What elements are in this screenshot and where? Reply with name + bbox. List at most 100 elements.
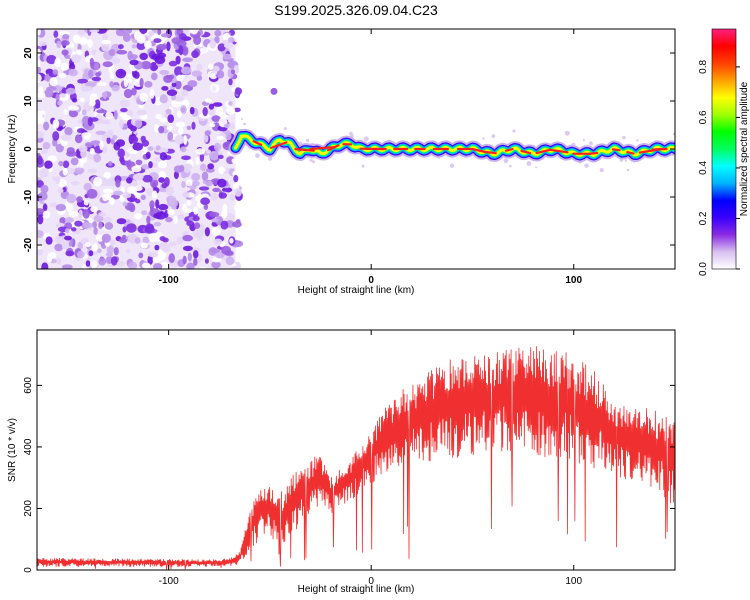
noise-blob	[94, 99, 101, 109]
noise-blob	[76, 250, 85, 259]
noise-blob	[83, 68, 90, 76]
faint-speck	[512, 129, 516, 133]
noise-blob	[214, 36, 220, 44]
noise-blob	[186, 179, 193, 187]
noise-blob	[160, 33, 171, 38]
colorbar-label: Normalized spectral amplitude	[739, 81, 750, 216]
noise-blob	[37, 208, 45, 215]
noise-blob	[126, 177, 133, 184]
noise-blob	[234, 87, 243, 95]
noise-blob	[76, 49, 83, 56]
noise-blob	[140, 60, 152, 70]
noise-blob	[204, 227, 210, 237]
noise-blob	[144, 224, 155, 234]
noise-blob	[134, 213, 142, 220]
noise-blob	[217, 178, 227, 188]
noise-blob	[228, 122, 236, 130]
noise-blob	[71, 97, 78, 103]
noise-blob	[56, 40, 62, 49]
noise-blob	[182, 203, 187, 213]
noise-blob	[105, 112, 114, 119]
noise-blob	[155, 145, 161, 151]
noise-blob	[214, 29, 222, 37]
noise-blob	[93, 227, 98, 235]
noise-blob	[207, 63, 214, 70]
faint-speck	[243, 122, 246, 126]
noise-blob	[107, 161, 113, 167]
noise-blob	[207, 163, 215, 170]
faint-speck	[283, 127, 287, 131]
noise-blob	[191, 173, 201, 181]
noise-blob	[123, 29, 133, 34]
noise-blob	[55, 176, 61, 184]
noise-blob	[174, 80, 182, 90]
faint-speck	[509, 164, 512, 168]
noise-blob	[102, 146, 108, 154]
noise-blob	[37, 155, 43, 165]
noise-blob	[88, 99, 96, 107]
snr-series-line	[37, 346, 675, 570]
y-tick-label: 400	[23, 438, 34, 455]
noise-blob	[229, 194, 236, 201]
noise-blob	[157, 160, 167, 169]
faint-speck	[363, 137, 367, 141]
noise-blob	[225, 256, 235, 266]
noise-blob	[191, 180, 200, 187]
noise-blob	[134, 31, 142, 41]
noise-blob	[205, 167, 215, 173]
snr-series-layer	[37, 346, 675, 570]
y-tick-label: 10	[23, 95, 34, 107]
faint-speck	[535, 166, 538, 169]
noise-blob	[228, 78, 233, 86]
x-tick-label: 100	[565, 275, 582, 286]
noise-blob	[66, 193, 77, 204]
noise-blob	[155, 199, 160, 209]
noise-blob	[211, 227, 221, 236]
noise-blob	[74, 134, 83, 144]
ridge-peak	[587, 151, 599, 155]
noise-blob	[111, 84, 120, 92]
noise-blob	[103, 216, 112, 223]
noise-blob	[37, 73, 42, 83]
noise-blob	[82, 222, 93, 229]
noise-blob	[77, 128, 85, 134]
noise-blob	[106, 136, 111, 144]
noise-blob	[180, 66, 192, 75]
noise-blob	[186, 125, 192, 130]
noise-blob	[145, 151, 151, 159]
noise-blob	[94, 62, 100, 71]
noise-blob	[40, 184, 49, 194]
noise-blob	[233, 174, 239, 183]
noise-blob	[68, 211, 79, 217]
noise-blob	[233, 33, 240, 43]
faint-speck	[361, 164, 365, 168]
spectrogram-x-label: Height of straight line (km)	[298, 285, 415, 296]
noise-blob	[159, 117, 169, 123]
noise-blob	[71, 54, 82, 63]
noise-blob	[176, 236, 184, 245]
noise-blob	[113, 247, 119, 256]
noise-blob	[178, 127, 184, 135]
faint-speck	[672, 132, 675, 136]
noise-blob	[159, 70, 170, 75]
noise-blob	[161, 86, 169, 91]
noise-blob	[129, 59, 139, 66]
x-tick-label: 0	[368, 275, 374, 286]
noise-blob	[45, 236, 53, 245]
noise-blob	[64, 127, 73, 136]
x-tick-label: -100	[159, 275, 179, 286]
noise-blob	[37, 29, 41, 36]
noise-blob	[81, 109, 87, 116]
noise-blob	[108, 49, 116, 57]
noise-blob	[181, 181, 186, 188]
noise-blob	[173, 170, 179, 180]
noise-blob	[155, 113, 162, 120]
faint-speck	[449, 163, 455, 168]
noise-blob	[212, 102, 223, 107]
noise-blob	[54, 243, 63, 252]
noise-blob	[87, 168, 98, 174]
noise-blob	[177, 110, 182, 119]
noise-blob	[96, 113, 102, 119]
noise-blob	[176, 39, 187, 48]
